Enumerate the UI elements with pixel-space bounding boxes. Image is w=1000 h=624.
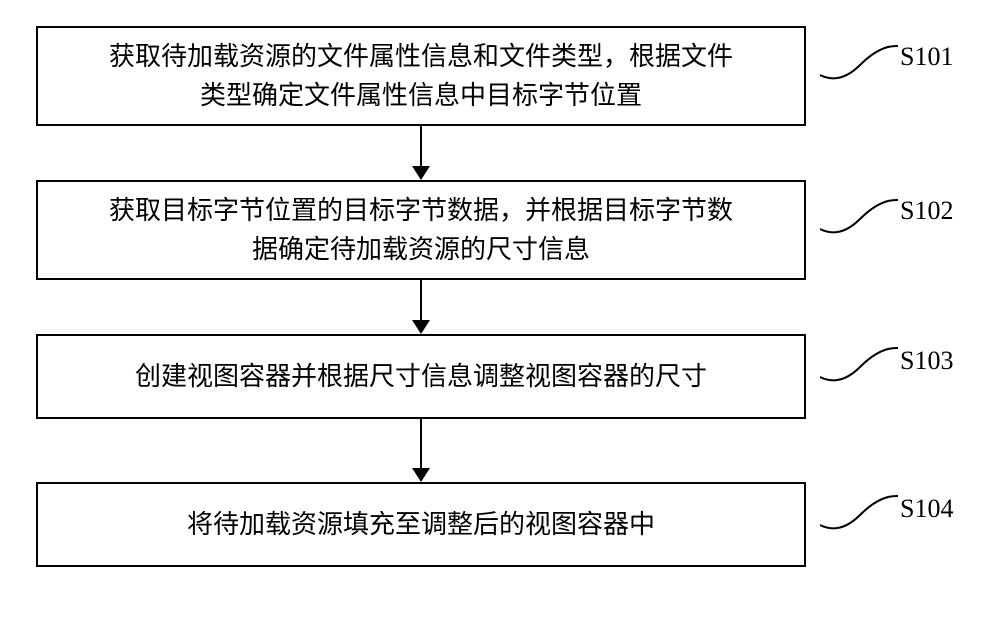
step-label-s102: S102: [900, 196, 953, 226]
label-connector-s103: [820, 342, 900, 392]
flow-arrow-0: [409, 126, 433, 182]
flowchart-node-s102: 获取目标字节位置的目标字节数据，并根据目标字节数 据确定待加载资源的尺寸信息: [36, 180, 806, 280]
flow-arrow-2: [409, 419, 433, 484]
flowchart-node-s104: 将待加载资源填充至调整后的视图容器中: [36, 482, 806, 567]
node-text: 获取待加载资源的文件属性信息和文件类型，根据文件 类型确定文件属性信息中目标字节…: [109, 37, 733, 115]
flowchart-canvas: 获取待加载资源的文件属性信息和文件类型，根据文件 类型确定文件属性信息中目标字节…: [0, 0, 1000, 624]
label-connector-s104: [820, 490, 900, 540]
node-text: 创建视图容器并根据尺寸信息调整视图容器的尺寸: [135, 357, 707, 396]
label-connector-s102: [820, 194, 900, 244]
step-label-s104: S104: [900, 494, 953, 524]
step-label-s103: S103: [900, 346, 953, 376]
label-connector-s101: [820, 40, 900, 90]
flow-arrow-1: [409, 280, 433, 336]
flowchart-node-s103: 创建视图容器并根据尺寸信息调整视图容器的尺寸: [36, 334, 806, 419]
step-label-s101: S101: [900, 42, 953, 72]
node-text: 将待加载资源填充至调整后的视图容器中: [187, 505, 655, 544]
node-text: 获取目标字节位置的目标字节数据，并根据目标字节数 据确定待加载资源的尺寸信息: [109, 191, 733, 269]
flowchart-node-s101: 获取待加载资源的文件属性信息和文件类型，根据文件 类型确定文件属性信息中目标字节…: [36, 26, 806, 126]
